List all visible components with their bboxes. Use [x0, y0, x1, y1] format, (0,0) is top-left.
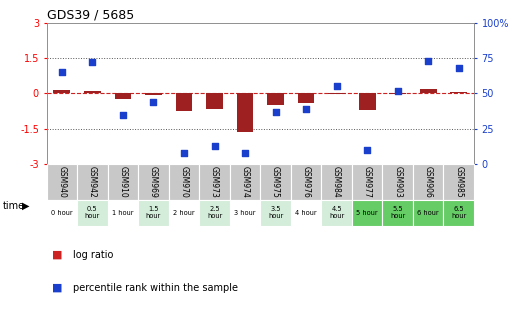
Bar: [199, 164, 230, 200]
Bar: [138, 200, 169, 226]
Bar: [420, 89, 437, 94]
Bar: [176, 94, 192, 111]
Text: 3.5
hour: 3.5 hour: [268, 206, 283, 219]
Text: ■: ■: [52, 283, 62, 293]
Bar: [84, 91, 101, 94]
Bar: [138, 164, 169, 200]
Text: GSM969: GSM969: [149, 166, 158, 198]
Bar: [47, 200, 77, 226]
Text: GSM984: GSM984: [332, 166, 341, 198]
Point: [180, 150, 188, 155]
Point: [149, 99, 157, 105]
Bar: [443, 164, 474, 200]
Text: GSM974: GSM974: [240, 166, 250, 198]
Text: GSM903: GSM903: [393, 166, 402, 198]
Bar: [230, 164, 260, 200]
Bar: [321, 164, 352, 200]
Text: ▶: ▶: [22, 201, 29, 211]
Text: 3 hour: 3 hour: [234, 210, 256, 216]
Bar: [413, 200, 443, 226]
Text: 0.5
hour: 0.5 hour: [85, 206, 100, 219]
Point: [210, 143, 219, 148]
Point: [394, 88, 402, 93]
Point: [363, 147, 371, 152]
Bar: [382, 164, 413, 200]
Text: time: time: [3, 201, 25, 211]
Text: 5 hour: 5 hour: [356, 210, 378, 216]
Bar: [237, 94, 253, 132]
Text: GSM976: GSM976: [301, 166, 311, 198]
Text: 0 hour: 0 hour: [51, 210, 73, 216]
Text: 2 hour: 2 hour: [173, 210, 195, 216]
Text: GSM985: GSM985: [454, 166, 463, 198]
Bar: [298, 94, 314, 103]
Point: [88, 60, 96, 65]
Bar: [47, 164, 77, 200]
Text: GSM977: GSM977: [363, 166, 371, 198]
Text: GSM940: GSM940: [57, 166, 66, 198]
Point: [241, 150, 249, 155]
Bar: [359, 94, 376, 111]
Bar: [77, 200, 108, 226]
Bar: [450, 92, 467, 94]
Bar: [108, 200, 138, 226]
Point: [424, 59, 433, 64]
Text: 1.5
hour: 1.5 hour: [146, 206, 161, 219]
Point: [455, 65, 463, 71]
Text: GSM906: GSM906: [424, 166, 433, 198]
Text: GDS39 / 5685: GDS39 / 5685: [47, 9, 134, 22]
Text: percentile rank within the sample: percentile rank within the sample: [73, 283, 238, 293]
Bar: [230, 200, 260, 226]
Text: 5.5
hour: 5.5 hour: [390, 206, 405, 219]
Point: [119, 112, 127, 117]
Text: 2.5
hour: 2.5 hour: [207, 206, 222, 219]
Text: 6 hour: 6 hour: [418, 210, 439, 216]
Text: 6.5
hour: 6.5 hour: [451, 206, 466, 219]
Bar: [267, 94, 284, 105]
Bar: [352, 164, 382, 200]
Bar: [206, 94, 223, 109]
Bar: [321, 200, 352, 226]
Bar: [382, 200, 413, 226]
Bar: [260, 164, 291, 200]
Text: GSM975: GSM975: [271, 166, 280, 198]
Text: ■: ■: [52, 250, 62, 260]
Bar: [169, 164, 199, 200]
Bar: [413, 164, 443, 200]
Bar: [169, 200, 199, 226]
Bar: [291, 200, 321, 226]
Bar: [443, 200, 474, 226]
Bar: [108, 164, 138, 200]
Point: [302, 106, 310, 112]
Text: 4 hour: 4 hour: [295, 210, 317, 216]
Text: 1 hour: 1 hour: [112, 210, 134, 216]
Text: GSM942: GSM942: [88, 166, 97, 198]
Bar: [199, 200, 230, 226]
Bar: [114, 94, 132, 99]
Text: 4.5
hour: 4.5 hour: [329, 206, 344, 219]
Bar: [145, 94, 162, 95]
Bar: [352, 200, 382, 226]
Bar: [77, 164, 108, 200]
Point: [271, 109, 280, 114]
Text: GSM970: GSM970: [179, 166, 189, 198]
Text: GSM973: GSM973: [210, 166, 219, 198]
Point: [333, 84, 341, 89]
Bar: [260, 200, 291, 226]
Point: [57, 70, 66, 75]
Bar: [53, 90, 70, 94]
Text: log ratio: log ratio: [73, 250, 113, 260]
Text: GSM910: GSM910: [119, 166, 127, 198]
Bar: [291, 164, 321, 200]
